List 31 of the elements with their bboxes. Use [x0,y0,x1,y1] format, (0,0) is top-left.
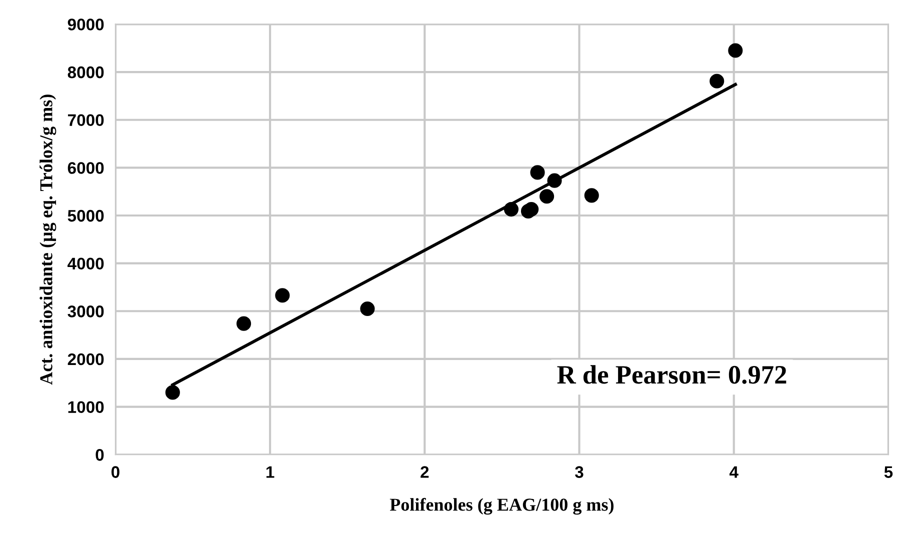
point [530,165,545,180]
x-tick-label: 2 [420,466,429,478]
point [524,202,539,217]
y-tick-label: 7000 [68,114,104,126]
point [275,288,290,303]
y-tick-label: 5000 [68,210,104,222]
y-axis-title: Act. antioxidante (µg eq. Trólox/g ms) [40,94,56,385]
x-tick-label: 4 [729,466,738,478]
point [584,188,599,203]
annotation: R de Pearson= 0.972 [557,365,786,384]
y-tick-label: 1000 [68,401,104,413]
point [728,43,743,58]
x-tick-label: 5 [884,466,893,478]
y-tick-label: 8000 [68,66,104,78]
y-tick-label: 0 [96,449,104,461]
x-tick-label: 0 [111,466,120,478]
x-tick-label: 3 [575,466,584,478]
x-tick-label: 1 [266,466,274,478]
y-tick-label: 4000 [68,258,104,270]
x-axis-title: Polifenoles (g EAG/100 g ms) [390,498,614,515]
point [236,316,252,331]
point [710,74,724,88]
point [547,173,562,188]
y-tick-label: 3000 [68,306,104,318]
y-tick-label: 9000 [68,18,104,30]
point [540,189,554,204]
point [504,202,519,217]
point [165,385,180,400]
point [360,301,375,316]
y-tick-label: 2000 [68,353,104,366]
y-tick-label: 6000 [68,162,104,174]
